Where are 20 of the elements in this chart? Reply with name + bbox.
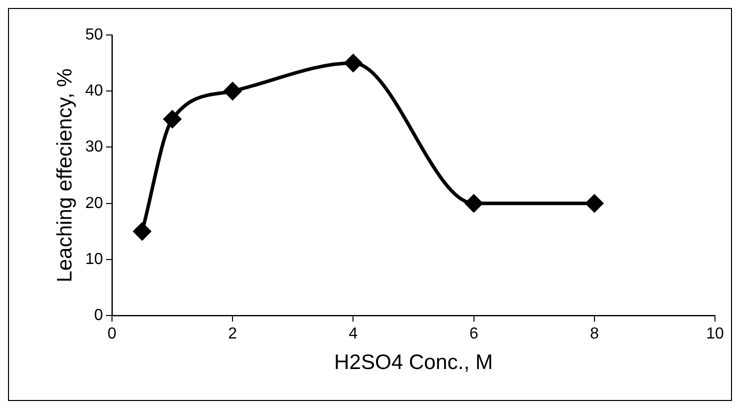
point: [586, 194, 604, 212]
y-tick-label: 0: [94, 307, 104, 324]
point: [224, 82, 242, 100]
point: [133, 222, 151, 240]
point: [164, 110, 182, 128]
x-tick-label: 4: [348, 326, 358, 343]
point: [465, 194, 483, 212]
y-tick-label: 50: [85, 26, 104, 44]
y-tick-label: 20: [85, 194, 104, 212]
x-tick-label: 2: [228, 326, 238, 343]
x-tick-label: 8: [590, 326, 599, 343]
x-axis-title: H2SO4 Conc., M: [334, 351, 493, 374]
y-tick-label: 30: [85, 138, 104, 156]
y-tick-label: 40: [85, 82, 104, 100]
x-tick-label: 6: [469, 326, 478, 343]
y-tick-label: 10: [85, 250, 104, 268]
x-tick-label: 0: [108, 326, 117, 343]
x-tick-label: 10: [706, 326, 724, 343]
point: [344, 54, 362, 72]
y-axis-title: Leaching effeciency, %: [53, 68, 76, 282]
